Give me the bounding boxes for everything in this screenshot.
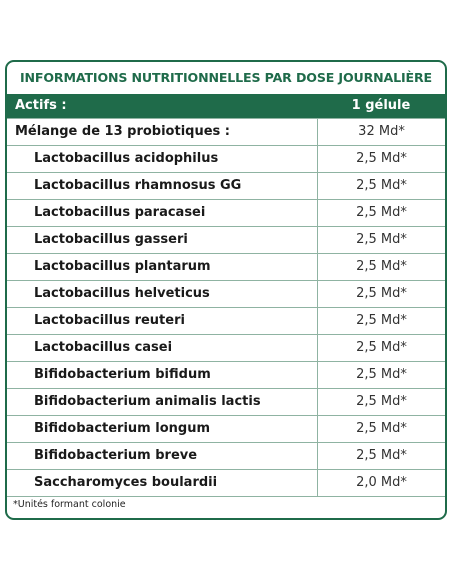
ingredient-name: Bifidobacterium animalis lactis [34,394,261,409]
ingredient-name: Lactobacillus acidophilus [34,151,219,166]
ingredient-name: Lactobacillus gasseri [34,232,188,247]
table-header: Actifs : 1 gélule [7,94,445,118]
table-row: Lactobacillus reuteri 2,5 Md* [7,307,445,334]
table-row: Lactobacillus paracasei 2,5 Md* [7,199,445,226]
ingredient-name: Bifidobacterium longum [34,421,210,436]
table-row: Saccharomyces boulardii 2,0 Md* [7,469,445,496]
ingredient-value: 32 Md* [317,119,445,145]
ingredient-value: 2,5 Md* [317,362,445,388]
ingredient-name: Saccharomyces boulardii [34,475,218,490]
ingredient-value: 2,0 Md* [317,470,445,496]
table-row: Lactobacillus acidophilus 2,5 Md* [7,145,445,172]
ingredient-name: Lactobacillus reuteri [34,313,185,328]
ingredient-value: 2,5 Md* [317,416,445,442]
table-row: Lactobacillus plantarum 2,5 Md* [7,253,445,280]
ingredient-name: Lactobacillus casei [34,340,173,355]
ingredient-value: 2,5 Md* [317,173,445,199]
nutrition-info-panel: INFORMATIONS NUTRITIONNELLES PAR DOSE JO… [5,60,447,520]
panel-title: INFORMATIONS NUTRITIONNELLES PAR DOSE JO… [19,70,432,85]
ingredient-name: Lactobacillus rhamnosus GG [34,178,242,193]
ingredient-value: 2,5 Md* [317,389,445,415]
ingredient-value: 2,5 Md* [317,308,445,334]
ingredient-value: 2,5 Md* [317,200,445,226]
table-row: Bifidobacterium bifidum 2,5 Md* [7,361,445,388]
ingredient-value: 2,5 Md* [317,227,445,253]
header-actifs: Actifs : [15,98,67,113]
table-row: Lactobacillus helveticus 2,5 Md* [7,280,445,307]
header-dose: 1 gélule [351,98,411,113]
table-row: Lactobacillus casei 2,5 Md* [7,334,445,361]
table-row: Lactobacillus gasseri 2,5 Md* [7,226,445,253]
ingredient-value: 2,5 Md* [317,254,445,280]
table-row: Bifidobacterium animalis lactis 2,5 Md* [7,388,445,415]
table-row: Lactobacillus rhamnosus GG 2,5 Md* [7,172,445,199]
table-row: Bifidobacterium longum 2,5 Md* [7,415,445,442]
ingredient-name: Bifidobacterium bifidum [34,367,211,382]
ingredient-name: Lactobacillus paracasei [34,205,206,220]
footnote: *Unités formant colonie [7,496,445,512]
ingredient-value: 2,5 Md* [317,146,445,172]
ingredient-value: 2,5 Md* [317,281,445,307]
ingredient-name: Lactobacillus helveticus [34,286,210,301]
ingredient-name: Bifidobacterium breve [34,448,198,463]
table-row: Bifidobacterium breve 2,5 Md* [7,442,445,469]
ingredient-name: Mélange de 13 probiotiques : [15,124,231,139]
ingredient-value: 2,5 Md* [317,335,445,361]
ingredient-value: 2,5 Md* [317,443,445,469]
table-row-total: Mélange de 13 probiotiques : 32 Md* [7,118,445,145]
ingredient-name: Lactobacillus plantarum [34,259,211,274]
